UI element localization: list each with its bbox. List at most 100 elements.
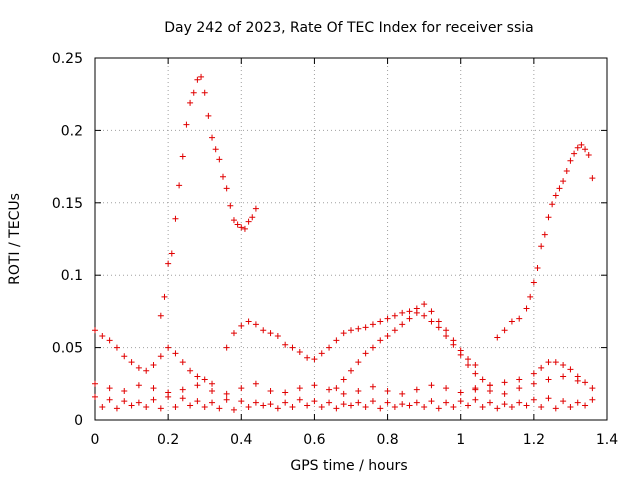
data-point-sat-h <box>516 376 523 383</box>
data-point-sat-h <box>472 385 479 392</box>
data-point-sat-f <box>545 395 552 402</box>
data-point-sat-b <box>578 141 585 148</box>
data-point-sat-f <box>340 401 347 408</box>
data-point-sat-h <box>486 382 493 389</box>
data-point-sat-g <box>165 389 172 396</box>
data-point-sat-g <box>267 388 274 395</box>
data-point-sat-b <box>563 167 570 174</box>
data-point-sat-c <box>465 356 472 363</box>
x-tick-label: 0 <box>91 432 100 448</box>
data-point-sat-i <box>187 402 194 409</box>
data-point-sat-g <box>311 382 318 389</box>
data-point-sat-f <box>209 399 216 406</box>
data-point-sat-i <box>113 405 120 412</box>
data-point-sat-i <box>201 403 208 410</box>
data-point-sat-b <box>552 192 559 199</box>
data-point-sat-f <box>179 395 186 402</box>
x-tick-label: 1.2 <box>523 432 545 448</box>
data-point-sat-g <box>282 389 289 396</box>
data-point-sat-d <box>457 351 464 358</box>
data-point-sat-a <box>245 218 252 225</box>
data-point-sat-e <box>157 353 164 360</box>
data-point-sat-i <box>260 402 267 409</box>
data-point-sat-f <box>135 399 142 406</box>
data-point-sat-f <box>560 398 567 405</box>
data-point-sat-c <box>428 308 435 315</box>
data-point-sat-c <box>311 356 318 363</box>
data-point-sat-f <box>355 399 362 406</box>
data-point-sat-c <box>333 337 340 344</box>
data-point-sat-b <box>501 327 508 334</box>
data-point-sat-g <box>92 380 98 387</box>
chart-title: Day 242 of 2023, Rate Of TEC Index for r… <box>164 20 533 36</box>
data-point-sat-h <box>574 373 581 380</box>
data-point-sat-f <box>121 398 128 405</box>
data-point-sat-b <box>516 315 523 322</box>
data-point-sat-g <box>457 389 464 396</box>
data-point-sat-i <box>143 403 150 410</box>
data-point-sat-f <box>282 399 289 406</box>
data-point-sat-c <box>369 321 376 328</box>
data-point-sat-b <box>574 144 581 151</box>
data-point-sat-b <box>556 185 563 192</box>
data-point-sat-f <box>399 401 406 408</box>
data-point-sat-g <box>501 390 508 397</box>
data-point-sat-i <box>289 403 296 410</box>
data-point-sat-c <box>304 354 311 361</box>
data-point-sat-g <box>443 385 450 392</box>
data-point-sat-e <box>194 373 201 380</box>
data-point-sat-g <box>179 386 186 393</box>
data-point-sat-e <box>106 337 113 344</box>
data-point-sat-d <box>435 324 442 331</box>
data-point-sat-a <box>157 312 164 319</box>
data-point-sat-c <box>355 325 362 332</box>
data-point-sat-h <box>560 361 567 368</box>
data-point-sat-d <box>406 315 413 322</box>
data-point-sat-i <box>304 402 311 409</box>
data-point-sat-c <box>399 309 406 316</box>
data-point-sat-b <box>560 178 567 185</box>
data-point-sat-d <box>465 361 472 368</box>
data-point-sat-b <box>538 243 545 250</box>
data-point-sat-b <box>585 152 592 159</box>
data-point-sat-c <box>238 322 245 329</box>
data-point-sat-f <box>92 393 98 400</box>
data-point-sat-g <box>589 385 596 392</box>
y-tick-label: 0.15 <box>52 196 83 212</box>
data-point-sat-a <box>183 121 190 128</box>
data-point-sat-h <box>530 370 537 377</box>
data-point-sat-i <box>230 406 237 413</box>
data-point-sat-c <box>340 330 347 337</box>
data-point-sat-i <box>494 405 501 412</box>
data-point-sat-f <box>384 399 391 406</box>
data-point-sat-g <box>355 388 362 395</box>
data-point-sat-a <box>216 156 223 163</box>
data-point-sat-i <box>567 403 574 410</box>
x-tick-label: 0.4 <box>230 432 252 448</box>
data-point-sat-a <box>176 182 183 189</box>
data-point-sat-d <box>348 367 354 374</box>
data-point-sat-g <box>413 386 420 393</box>
data-point-sat-d <box>472 370 479 377</box>
data-point-sat-i <box>406 402 413 409</box>
data-point-sat-f <box>238 398 245 405</box>
data-point-sat-i <box>128 402 135 409</box>
data-point-sat-f <box>413 399 420 406</box>
data-point-sat-c <box>296 348 303 355</box>
data-point-sat-f <box>223 396 230 403</box>
x-tick-label: 0.8 <box>376 432 398 448</box>
data-point-sat-c <box>267 330 274 337</box>
data-point-sat-a <box>249 214 256 221</box>
data-point-sat-a <box>201 89 208 96</box>
data-point-sat-d <box>421 312 428 319</box>
data-point-sat-f <box>443 399 450 406</box>
data-point-sat-a <box>234 221 241 228</box>
data-point-sat-d <box>362 350 369 357</box>
data-point-sat-i <box>552 405 559 412</box>
data-point-sat-c <box>326 344 333 351</box>
data-point-sat-d <box>399 321 406 328</box>
data-point-sat-i <box>523 402 530 409</box>
data-point-sat-f <box>472 396 479 403</box>
data-point-sat-b <box>567 157 574 164</box>
